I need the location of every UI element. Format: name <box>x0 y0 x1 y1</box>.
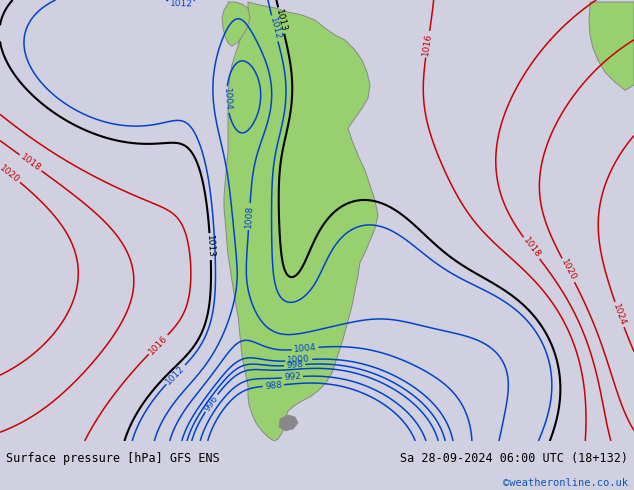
Text: 1012: 1012 <box>170 0 193 9</box>
Text: 1020: 1020 <box>0 163 22 185</box>
Polygon shape <box>279 415 298 431</box>
Text: 996: 996 <box>203 393 220 413</box>
Text: 998: 998 <box>286 360 304 370</box>
Text: 1020: 1020 <box>559 258 578 283</box>
Text: 988: 988 <box>264 380 282 391</box>
Text: 1016: 1016 <box>422 32 434 56</box>
Polygon shape <box>589 2 634 90</box>
Text: 992: 992 <box>283 372 301 382</box>
Text: 1013: 1013 <box>205 235 216 258</box>
Text: 1004: 1004 <box>222 88 232 111</box>
Polygon shape <box>222 2 250 46</box>
Text: 1012: 1012 <box>268 16 281 41</box>
Text: Sa 28-09-2024 06:00 UTC (18+132): Sa 28-09-2024 06:00 UTC (18+132) <box>399 452 628 465</box>
Text: 1012: 1012 <box>164 363 187 386</box>
Text: ©weatheronline.co.uk: ©weatheronline.co.uk <box>503 478 628 488</box>
Text: 1008: 1008 <box>244 205 254 228</box>
Text: 1018: 1018 <box>521 236 542 260</box>
Text: Surface pressure [hPa] GFS ENS: Surface pressure [hPa] GFS ENS <box>6 452 220 465</box>
Text: 1018: 1018 <box>18 152 42 173</box>
Text: 1000: 1000 <box>287 355 311 366</box>
Text: 1016: 1016 <box>147 333 169 356</box>
Text: 1004: 1004 <box>294 343 317 354</box>
Text: 1013: 1013 <box>274 8 288 33</box>
Polygon shape <box>224 2 378 441</box>
Text: 1024: 1024 <box>611 302 628 327</box>
